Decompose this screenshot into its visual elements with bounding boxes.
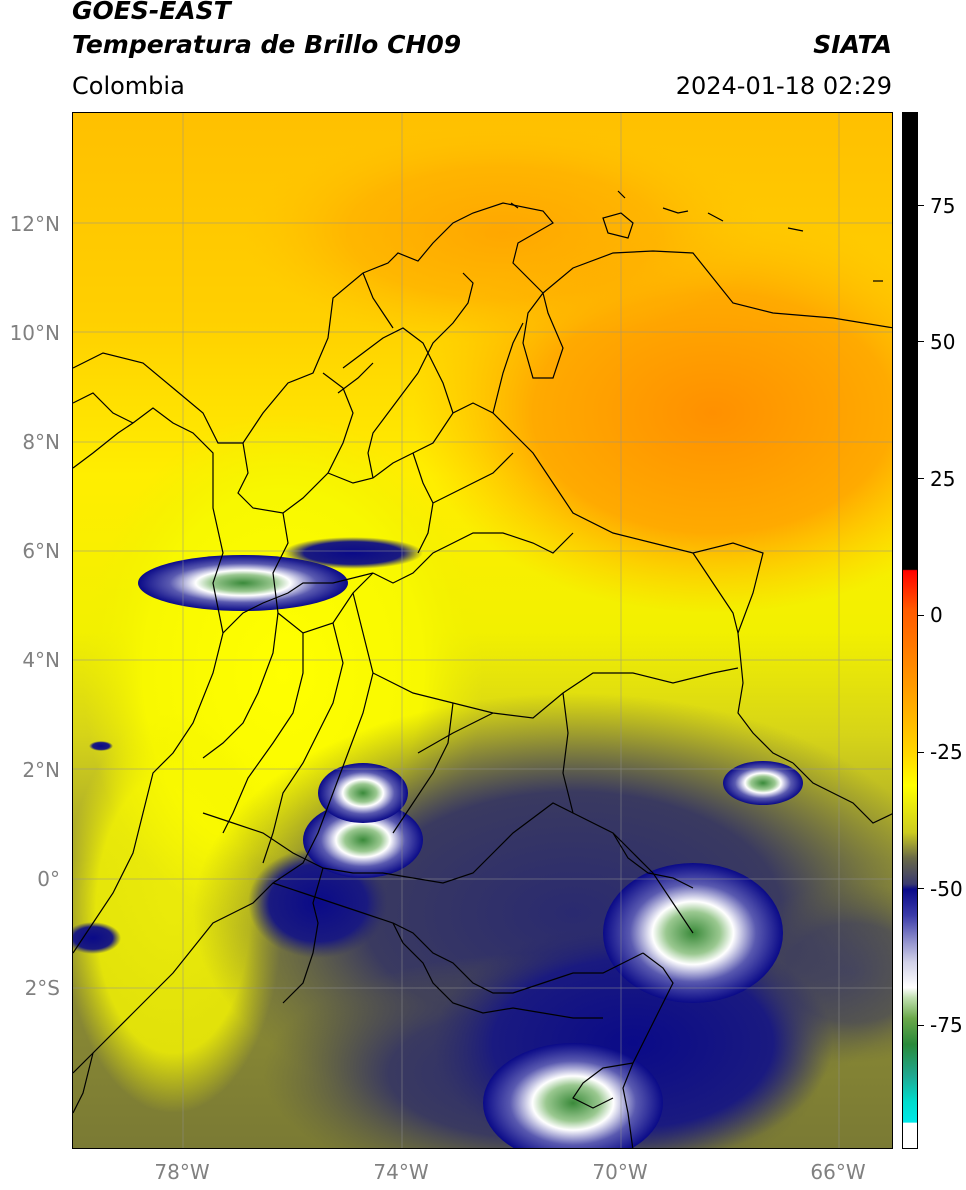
colorbar-tick <box>918 1025 924 1026</box>
colorbar-tick <box>918 478 924 479</box>
colorbar-tick <box>918 205 924 206</box>
lat-label-2n: 2°N <box>22 758 60 782</box>
colorbar-label-neg25: -25 <box>930 740 963 764</box>
lat-label-2s: 2°S <box>24 976 60 1000</box>
map-canvas <box>73 113 892 1148</box>
lon-label-78w: 78°W <box>154 1160 210 1184</box>
colorbar-tick <box>918 341 924 342</box>
borders <box>73 190 892 1148</box>
satellite-map[interactable] <box>72 112 893 1149</box>
colorbar-label-neg50: -50 <box>930 877 963 901</box>
colorbar-tick <box>918 752 924 753</box>
lat-label-10n: 10°N <box>9 321 60 345</box>
lon-label-74w: 74°W <box>373 1160 429 1184</box>
lat-label-8n: 8°N <box>22 430 60 454</box>
lon-label-66w: 66°W <box>810 1160 866 1184</box>
colorbar-tick <box>918 888 924 889</box>
agency-label: SIATA <box>813 30 892 59</box>
lat-label-4n: 4°N <box>22 648 60 672</box>
colorbar <box>902 112 918 1149</box>
region-label: Colombia <box>72 72 185 100</box>
colorbar-label-75: 75 <box>930 194 956 218</box>
datetime-label: 2024-01-18 02:29 <box>675 72 892 100</box>
colorbar-label-neg75: -75 <box>930 1013 963 1037</box>
lat-label-12n: 12°N <box>9 212 60 236</box>
lon-label-70w: 70°W <box>592 1160 648 1184</box>
colorbar-tick <box>918 615 924 616</box>
colorbar-label-25: 25 <box>930 467 956 491</box>
lat-label-0: 0° <box>37 867 60 891</box>
product-title: Temperatura de Brillo CH09 <box>72 30 462 59</box>
lat-label-6n: 6°N <box>22 539 60 563</box>
colorbar-label-0: 0 <box>930 603 943 627</box>
colorbar-label-50: 50 <box>930 330 956 354</box>
satellite-title: GOES-EAST <box>72 0 231 25</box>
